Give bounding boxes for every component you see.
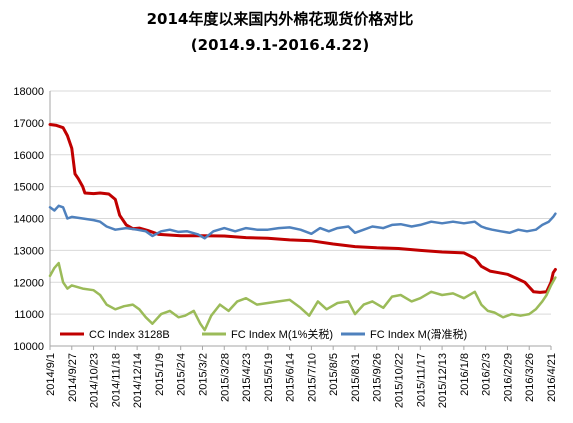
x-tick-label: 2014/9/1 bbox=[45, 353, 57, 396]
x-tick-label: 2015/8/31 bbox=[350, 353, 362, 402]
chart-subtitle: (2014.9.1-2016.4.22) bbox=[191, 36, 369, 54]
legend-label: FC Index M(滑准税) bbox=[370, 327, 467, 341]
x-tick-label: 2014/9/27 bbox=[67, 353, 79, 402]
x-tick-label: 2016/1/8 bbox=[459, 353, 471, 396]
x-tick-label: 2015/8/5 bbox=[328, 353, 340, 396]
x-tick-label: 2016/4/21 bbox=[546, 353, 558, 402]
x-tick-label: 2015/4/23 bbox=[241, 353, 253, 402]
x-tick-label: 2015/2/4 bbox=[176, 353, 188, 396]
x-tick-label: 2015/3/2 bbox=[197, 353, 209, 396]
x-tick-label: 2015/6/14 bbox=[285, 353, 297, 402]
x-tick-label: 2014/10/23 bbox=[89, 353, 101, 408]
x-tick-label: 2015/7/10 bbox=[306, 353, 318, 402]
series-lines bbox=[48, 123, 557, 332]
y-tick-label: 14000 bbox=[13, 214, 44, 226]
y-axis-ticks: 10000 11000 12000 13000 14000 15000 16000 17000… bbox=[13, 86, 44, 353]
x-tick-label: 2015/12/13 bbox=[437, 353, 449, 408]
x-tick-label: 2015/3/28 bbox=[219, 353, 231, 402]
y-tick-label: 16000 bbox=[13, 150, 44, 162]
x-tick-label: 2015/11/17 bbox=[415, 353, 427, 407]
y-tick-label: 18000 bbox=[13, 86, 44, 98]
x-tick-label: 2016/2/29 bbox=[502, 353, 514, 402]
x-tick-label: 2015/5/19 bbox=[263, 353, 275, 402]
y-tick-label: 10000 bbox=[13, 341, 44, 353]
legend: CC Index 3128B FC Index M(1%关税) FC Index M… bbox=[60, 327, 467, 341]
y-tick-label: 15000 bbox=[13, 182, 44, 194]
x-tick-label: 2014/12/14 bbox=[132, 353, 144, 408]
y-tick-label: 11000 bbox=[14, 309, 44, 321]
grid bbox=[49, 90, 551, 347]
series-line-0 bbox=[48, 123, 557, 294]
x-tick-label: 2015/10/22 bbox=[394, 353, 406, 408]
x-tick-label: 2015/9/26 bbox=[372, 353, 384, 402]
y-tick-label: 13000 bbox=[13, 245, 44, 257]
legend-label: FC Index M(1%关税) bbox=[231, 327, 333, 341]
x-tick-label: 2014/11/18 bbox=[110, 353, 122, 407]
chart-title: 2014年度以来国内外棉花现货价格对比 bbox=[147, 10, 414, 28]
x-tick-label: 2016/3/26 bbox=[524, 353, 536, 402]
y-tick-label: 17000 bbox=[13, 118, 44, 130]
x-axis-ticks: 2014/9/1 2014/9/27 2014/10/23 2014/11/18 201… bbox=[45, 346, 558, 408]
series-line-2 bbox=[48, 204, 557, 240]
x-tick-label: 2015/1/9 bbox=[154, 353, 166, 396]
series-line-1 bbox=[48, 261, 557, 332]
y-tick-label: 12000 bbox=[13, 277, 44, 289]
legend-label: CC Index 3128B bbox=[89, 329, 170, 341]
x-tick-label: 2016/2/3 bbox=[481, 353, 493, 396]
